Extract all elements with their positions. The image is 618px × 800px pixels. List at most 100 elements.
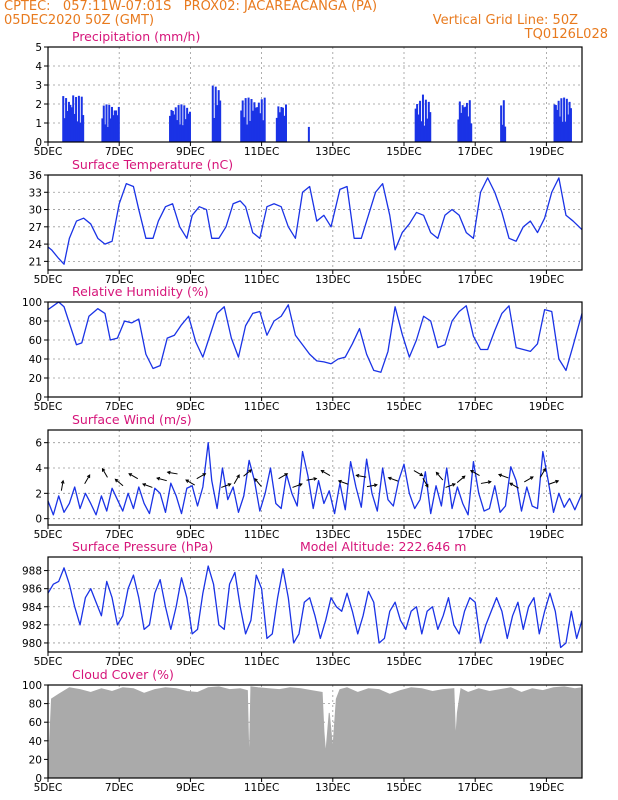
precip-bar <box>561 121 564 142</box>
precip-bar <box>565 98 568 142</box>
precip-bar <box>101 118 104 142</box>
precip-bar <box>173 114 176 142</box>
wind-arrow-shaft <box>422 477 429 488</box>
precip-bar <box>259 113 262 142</box>
x-tick-label: 9DEC <box>176 656 205 668</box>
precip-bar <box>460 112 463 142</box>
x-tick-label: 15DEC <box>386 656 421 668</box>
y-tick-label: 0 <box>35 137 42 149</box>
precip-bar <box>470 123 473 142</box>
panel-title: Cloud Cover (%) <box>72 667 174 682</box>
y-tick-label: 20 <box>29 373 42 385</box>
precip-bar <box>244 98 247 142</box>
precip-bar <box>426 118 429 142</box>
precip-bar <box>554 105 557 142</box>
precip-bar <box>62 96 65 142</box>
y-tick-label: 40 <box>29 736 42 748</box>
wind-arrow-shaft <box>456 475 466 483</box>
wind-arrow-head <box>555 479 560 484</box>
wind-arrow-shaft <box>292 483 303 488</box>
x-tick-label: 19DEC <box>529 782 564 794</box>
wind-arrow-shaft <box>185 479 195 486</box>
x-tick-label: 17DEC <box>457 782 492 794</box>
precip-bar <box>115 110 118 142</box>
panel-title: Precipitation (mm/h) <box>72 29 200 44</box>
precip-bar <box>502 100 505 142</box>
y-tick-label: 27 <box>29 222 42 234</box>
precip-bar <box>187 113 190 142</box>
panel-title: Relative Humidity (%) <box>72 284 209 299</box>
y-tick-label: 3 <box>35 80 42 92</box>
wind-arrow-head <box>298 483 303 487</box>
wind-arrow-head <box>227 483 232 487</box>
precip-bar <box>211 85 214 142</box>
wind-arrow-head <box>313 477 318 481</box>
precip-bar <box>283 115 286 142</box>
series-line <box>47 565 583 649</box>
x-tick-label: 9DEC <box>176 401 205 413</box>
x-tick-label: 11DEC <box>244 146 279 158</box>
precip-bar <box>240 110 243 142</box>
x-tick-label: 13DEC <box>315 656 350 668</box>
wind-arrow-shaft <box>445 483 456 488</box>
wind-arrow-head <box>373 483 378 488</box>
wind-arrow-shaft <box>338 480 349 485</box>
precip-bar <box>246 124 249 142</box>
panel-frame <box>47 684 583 779</box>
precip-bar <box>464 106 467 142</box>
precip-bar <box>67 101 70 142</box>
precip-bar <box>280 107 283 142</box>
x-tick-label: 19DEC <box>529 146 564 158</box>
x-tick-label: 15DEC <box>386 529 421 541</box>
precip-bar <box>112 115 115 142</box>
precip-bar <box>188 111 191 142</box>
wind-arrow-shaft <box>128 473 139 480</box>
precip-bar <box>253 102 256 142</box>
precip-bar <box>564 121 567 142</box>
panel-frame <box>47 174 583 271</box>
precip-bar <box>558 116 561 142</box>
y-tick-label: 4 <box>35 61 42 73</box>
precip-bar <box>174 107 177 142</box>
y-tick-label: 0 <box>35 514 42 526</box>
precip-bar <box>427 101 430 142</box>
wind-arrow-head <box>202 473 207 477</box>
wind-arrow-head <box>236 474 240 479</box>
precip-bar <box>307 126 310 142</box>
x-tick-label: 9DEC <box>176 146 205 158</box>
x-tick-label: 13DEC <box>315 401 350 413</box>
wind-arrow-shaft <box>548 480 559 485</box>
x-tick-label: 5DEC <box>34 274 63 286</box>
x-tick-label: 11DEC <box>244 401 279 413</box>
precip-bar <box>104 124 107 142</box>
precip-bar <box>420 121 423 142</box>
cloud-cover-area <box>47 686 583 779</box>
precip-bar <box>75 96 78 142</box>
y-tick-label: 60 <box>29 335 42 347</box>
precip-bar <box>184 119 187 142</box>
panel-frame <box>47 301 583 398</box>
header-line1: CPTEC: 057:11W-07:01S PROX02: JACAREACAN… <box>4 0 378 14</box>
wind-arrow-shaft <box>278 473 288 480</box>
header-line2-right: Vertical Grid Line: 50Z <box>432 13 578 28</box>
precip-bar <box>183 105 186 142</box>
wind-arrow-shaft <box>321 470 331 476</box>
wind-arrow-head <box>387 476 392 481</box>
y-tick-label: 60 <box>29 717 42 729</box>
precip-bar <box>262 120 265 142</box>
precip-bar <box>557 100 560 142</box>
y-tick-label: 1 <box>35 118 42 130</box>
wind-arrow-head <box>529 476 534 480</box>
y-tick-label: 6 <box>35 438 42 450</box>
panel-title: Surface Pressure (hPa) <box>72 539 213 554</box>
x-tick-label: 5DEC <box>34 782 63 794</box>
panel-frame <box>47 46 583 143</box>
wind-arrow-head <box>461 475 466 480</box>
x-tick-label: 7DEC <box>105 146 134 158</box>
wind-arrow-head <box>101 467 106 472</box>
precip-bar <box>278 112 281 142</box>
panel-frame <box>47 429 583 526</box>
y-tick-label: 100 <box>22 297 42 309</box>
precip-bar <box>117 106 120 142</box>
